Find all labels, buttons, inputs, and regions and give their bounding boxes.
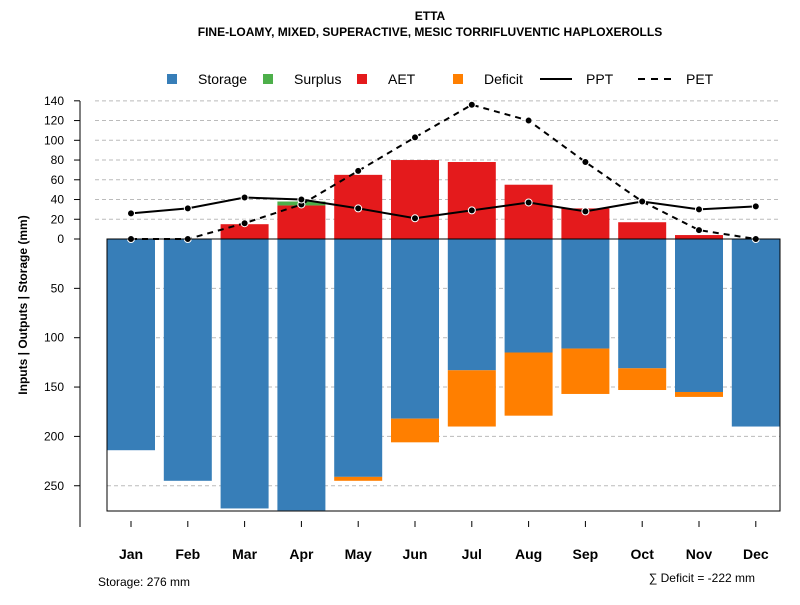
pet-point <box>581 158 590 167</box>
storage-bar <box>163 239 212 481</box>
ppt-point <box>695 205 703 214</box>
y-tick-label: 250 <box>44 479 64 493</box>
legend-swatch <box>167 74 177 84</box>
y-tick-label: 40 <box>51 193 65 207</box>
y-tick-label: 0 <box>57 232 64 246</box>
ppt-point <box>354 204 363 213</box>
pet-point <box>354 166 363 175</box>
x-tick-label: Dec <box>743 546 769 562</box>
storage-bar <box>107 239 155 451</box>
storage-footer: Storage: 276 mm <box>98 575 190 589</box>
deficit-bar <box>561 348 610 394</box>
x-tick-label: May <box>345 546 372 562</box>
y-tick-label: 100 <box>44 133 64 147</box>
y-axis-label: Inputs | Outputs | Storage (mm) <box>16 215 30 394</box>
x-tick-label: Sep <box>573 546 599 562</box>
aet-bar <box>220 224 269 239</box>
storage-bar <box>220 239 269 509</box>
pet-point <box>524 116 533 125</box>
pet-point <box>240 219 249 228</box>
x-tick-label: Mar <box>232 546 257 562</box>
y-tick-label: 120 <box>44 114 64 128</box>
legend-swatch <box>453 74 463 84</box>
legend-swatch <box>263 74 273 84</box>
legend-swatch <box>357 74 367 84</box>
x-tick-label: Jun <box>403 546 428 562</box>
ppt-point <box>240 193 249 202</box>
ppt-line <box>130 196 756 220</box>
deficit-bar <box>391 418 439 443</box>
storage-bar <box>731 239 780 427</box>
deficit-bar <box>334 476 383 481</box>
deficit-bar <box>618 368 667 391</box>
x-tick-label: Feb <box>175 546 200 562</box>
storage-bar <box>334 239 383 477</box>
x-tick-label: Nov <box>686 546 713 562</box>
chart-title: ETTA <box>415 9 446 23</box>
x-tick-label: Jan <box>119 546 143 562</box>
y-tick-label: 20 <box>51 212 65 226</box>
storage-bar <box>504 239 553 353</box>
aet-bar <box>618 222 667 239</box>
aet-bar <box>447 162 496 239</box>
ppt-point <box>467 206 476 215</box>
deficit-bar <box>504 352 553 416</box>
aet-bar <box>391 160 439 239</box>
aet-bar <box>675 235 723 239</box>
ppt-point <box>581 207 590 216</box>
storage-bar <box>391 239 439 419</box>
storage-bar <box>277 239 326 511</box>
legend-label: Storage <box>198 71 247 87</box>
x-tick-label: Apr <box>289 546 314 562</box>
legend-label: PET <box>686 71 714 87</box>
y-tick-label: 100 <box>44 331 64 345</box>
ppt-point <box>524 198 533 207</box>
deficit-bar <box>675 391 723 397</box>
storage-bar <box>675 239 723 392</box>
ppt-point <box>127 209 135 218</box>
storage-bar <box>447 239 496 371</box>
legend-label: AET <box>388 71 416 87</box>
y-tick-label: 50 <box>51 281 65 295</box>
y-tick-label: 60 <box>51 173 65 187</box>
ppt-point <box>751 202 760 211</box>
aet-bar <box>504 184 553 239</box>
legend-label: PPT <box>586 71 614 87</box>
chart-subtitle: FINE-LOAMY, MIXED, SUPERACTIVE, MESIC TO… <box>198 25 662 39</box>
storage-bar <box>618 239 667 369</box>
pet-point <box>467 100 476 109</box>
y-tick-label: 80 <box>51 153 65 167</box>
x-tick-label: Jul <box>462 546 482 562</box>
y-tick-label: 140 <box>44 94 64 108</box>
ppt-point <box>638 197 647 206</box>
ppt-point <box>297 195 306 204</box>
deficit-footer: ∑ Deficit = -222 mm <box>649 571 755 585</box>
aet-bar <box>277 205 326 239</box>
pet-point <box>695 226 703 235</box>
storage-bar <box>561 239 610 349</box>
y-tick-label: 200 <box>44 429 64 443</box>
x-tick-label: Oct <box>631 546 655 562</box>
ppt-point <box>183 204 192 213</box>
ppt-point <box>411 214 419 223</box>
pet-point <box>411 133 419 142</box>
legend-label: Deficit <box>484 71 523 87</box>
legend-label: Surplus <box>294 71 341 87</box>
y-tick-label: 150 <box>44 380 64 394</box>
x-tick-label: Aug <box>515 546 542 562</box>
deficit-bar <box>447 370 496 427</box>
